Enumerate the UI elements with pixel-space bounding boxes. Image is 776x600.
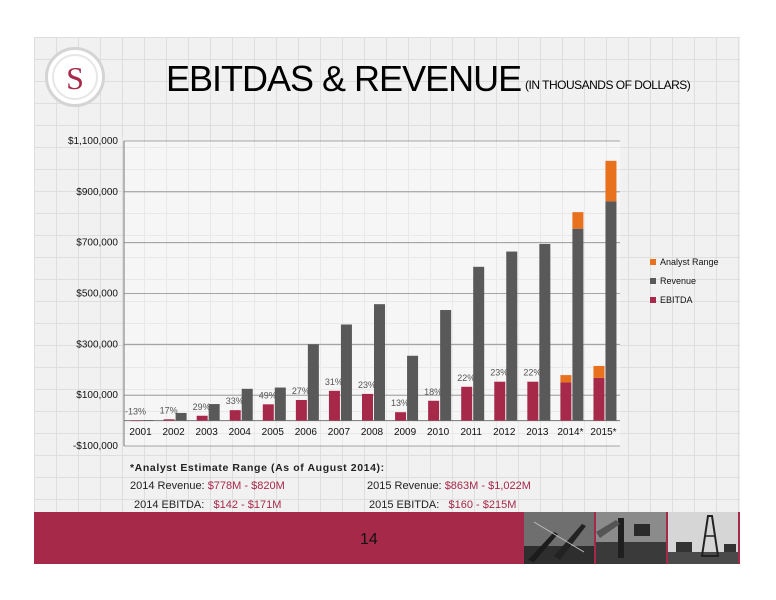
logo-letter: S	[66, 60, 84, 96]
legend-swatch	[650, 297, 656, 303]
x-tick-label: 2008	[361, 427, 384, 438]
x-tick-label: 2007	[328, 427, 351, 438]
x-tick-label: 2001	[129, 427, 152, 438]
x-tick-label: 2013	[526, 427, 549, 438]
revenue-bar	[374, 304, 385, 421]
revenue-bar	[473, 266, 485, 421]
margin-label: 17%	[160, 405, 178, 415]
y-tick-label: $100,000	[76, 390, 118, 401]
page-title: EBITDAS & REVENUE	[166, 58, 522, 99]
y-tick-label: $900,000	[76, 187, 118, 198]
page-subtitle: (IN THOUSANDS OF DOLLARS)	[525, 78, 691, 92]
ebitda-bar	[130, 420, 142, 422]
legend-swatch	[650, 278, 656, 284]
x-tick-label: 2009	[394, 427, 417, 438]
x-tick-label: 2005	[262, 427, 285, 438]
ebitda-bar	[560, 382, 572, 421]
analyst-range-bar	[605, 160, 617, 202]
ebitda-bar	[593, 377, 605, 421]
margin-label: 29%	[193, 402, 211, 412]
footer-photo-rig-1	[524, 512, 594, 564]
slide-background	[34, 37, 740, 564]
x-tick-label: 2002	[162, 427, 185, 438]
revenue-bar	[539, 243, 551, 421]
ebitda-bar	[527, 381, 539, 421]
margin-label: 22%	[523, 368, 541, 378]
revenue-bar	[142, 420, 154, 421]
legend-label: Revenue	[660, 276, 696, 286]
x-tick-label: 2014*	[557, 427, 583, 438]
y-tick-label: $500,000	[76, 289, 118, 300]
revenue-bar	[307, 344, 319, 421]
margin-label: 31%	[325, 377, 343, 387]
x-tick-label: 2015*	[590, 427, 616, 438]
x-tick-label: 2011	[460, 427, 482, 438]
ebitda-bar	[461, 386, 473, 421]
ebitda-bar	[163, 419, 175, 421]
y-tick-label: $1,100,000	[68, 136, 118, 147]
revenue-bar	[175, 412, 187, 421]
ebitda-bar	[196, 415, 208, 421]
margin-label: -13%	[125, 407, 146, 417]
margin-label: 23%	[358, 380, 376, 390]
company-logo: S	[45, 47, 105, 107]
analyst-range-bar	[572, 212, 584, 229]
revenue-bar	[572, 228, 584, 421]
ebitda-bar	[428, 400, 440, 421]
legend-label: EBITDA	[660, 295, 693, 305]
revenue-bar	[605, 201, 617, 421]
revenue-bar	[440, 310, 452, 421]
revenue-bar	[340, 324, 352, 421]
ebitda-bar	[494, 381, 506, 421]
x-tick-label: 2010	[427, 427, 450, 438]
x-tick-label: 2004	[229, 427, 252, 438]
ebitda-bar	[328, 390, 340, 421]
analyst-range-bar	[560, 375, 572, 383]
margin-label: 18%	[424, 387, 442, 397]
margin-label: 22%	[457, 373, 475, 383]
page-number: 14	[360, 531, 378, 548]
ebitda-bar	[295, 399, 307, 421]
legend-swatch	[650, 259, 656, 265]
revenue-bar	[274, 387, 286, 421]
margin-label: 33%	[226, 396, 244, 406]
ebitda-bar	[262, 404, 274, 421]
ebitda-bar	[395, 412, 407, 421]
x-tick-label: 2012	[493, 427, 516, 438]
revenue-bar	[241, 388, 253, 421]
legend-label: Analyst Range	[660, 257, 719, 267]
margin-label: 27%	[292, 386, 310, 396]
x-tick-label: 2003	[196, 427, 219, 438]
y-tick-label: -$100,000	[73, 441, 118, 452]
footer-photo-rig-2	[596, 512, 666, 564]
revenue-bar	[407, 355, 419, 421]
footer-photo-rig-3	[668, 512, 738, 564]
revenue-bar	[208, 404, 220, 421]
x-tick-label: 2006	[295, 427, 318, 438]
revenue-bar	[506, 251, 518, 421]
margin-label: 13%	[391, 398, 409, 408]
ebitda-bar	[362, 393, 373, 421]
y-tick-label: $700,000	[76, 238, 118, 249]
y-tick-label: $300,000	[76, 339, 118, 350]
analyst-range-bar	[593, 365, 605, 378]
margin-label: 23%	[490, 368, 508, 378]
ebitda-bar	[229, 410, 241, 421]
margin-label: 49%	[259, 390, 277, 400]
